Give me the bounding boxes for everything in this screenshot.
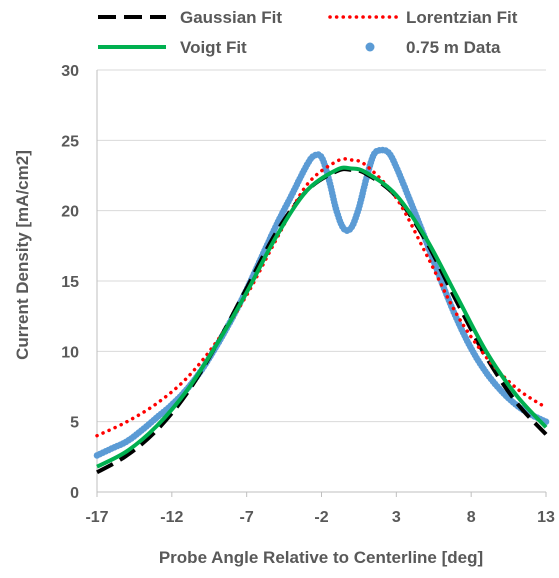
- y-tick-label: 10: [61, 344, 79, 361]
- legend-label-gaussian-fit: Gaussian Fit: [180, 8, 282, 27]
- y-tick-label: 20: [61, 204, 79, 221]
- x-tick-label: -7: [240, 509, 254, 526]
- axes: 0 5 10 15 20 25 30 -17 -12 -7 -2 3 8 13: [61, 63, 555, 526]
- legend-label-lorentzian-fit: Lorentzian Fit: [406, 8, 518, 27]
- series-line-gaussian-fit: [96, 167, 548, 475]
- series-line-lorentzian-fit: [95, 157, 548, 438]
- legend-label-0-75-m-data: 0.75 m Data: [406, 38, 501, 57]
- legend: Gaussian Fit Lorentzian Fit Voigt Fit 0.75 …: [98, 8, 518, 57]
- y-tick-label: 30: [61, 63, 79, 80]
- y-tick-label: 0: [70, 485, 79, 502]
- y-axis-title: Current Density [mA/cm2]: [13, 150, 32, 360]
- legend-marker-0-75-m-data: [365, 42, 375, 52]
- x-tick-label: -12: [160, 509, 183, 526]
- x-tick-label: 13: [537, 509, 555, 526]
- x-tick-label: 8: [467, 509, 476, 526]
- x-tick-label: -2: [314, 509, 328, 526]
- y-tick-label: 15: [61, 274, 79, 291]
- series-line-voigt-fit: [96, 165, 548, 469]
- x-axis-title: Probe Angle Relative to Centerline [deg]: [159, 548, 483, 567]
- legend-label-voigt-fit: Voigt Fit: [180, 38, 247, 57]
- x-tick-label: 3: [392, 509, 401, 526]
- plot-series: [93, 146, 550, 475]
- y-tick-label: 25: [61, 133, 79, 150]
- x-tick-label: -17: [85, 509, 108, 526]
- gridlines: [97, 69, 546, 423]
- y-tick-label: 5: [70, 415, 79, 432]
